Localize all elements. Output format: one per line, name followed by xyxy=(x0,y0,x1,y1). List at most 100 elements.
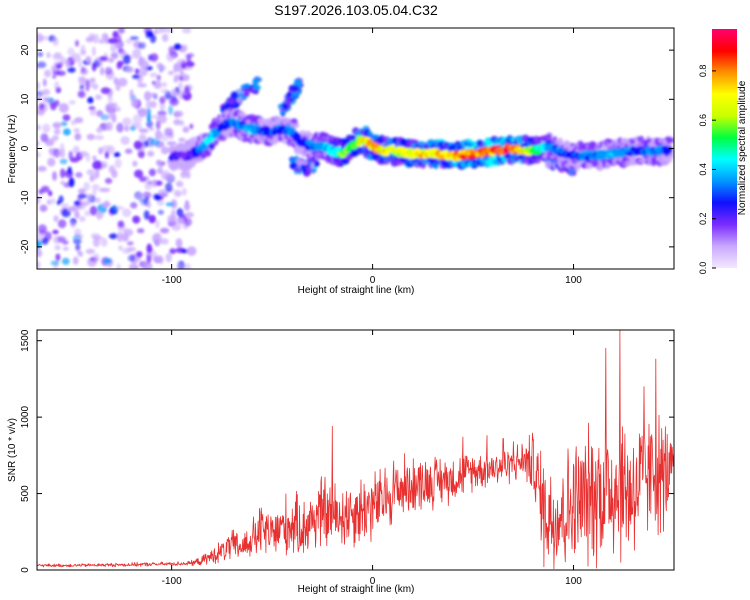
spectrogram-cell xyxy=(37,110,45,115)
x-tick-label: 0 xyxy=(370,576,376,587)
spectrogram-cell xyxy=(657,138,667,144)
spectrogram-cell xyxy=(141,57,146,66)
spectrogram-cell xyxy=(120,136,130,145)
spectrogram-cell xyxy=(108,233,119,239)
spectrogram-cell xyxy=(310,162,315,170)
spectrogram-cell xyxy=(38,102,45,111)
spectrogram-cell xyxy=(98,39,105,44)
spectrogram-cell xyxy=(143,210,150,220)
spectrogram-cell xyxy=(185,170,191,179)
spectrogram-cell xyxy=(184,85,191,95)
spectrogram-cell xyxy=(101,33,109,41)
spectrogram-cell xyxy=(137,83,147,88)
snr-x-axis: -100 0 100 xyxy=(162,330,582,587)
spectrogram-cell xyxy=(104,114,110,120)
spectrogram-cell xyxy=(159,238,169,245)
spectrogram-cell xyxy=(118,28,125,34)
spectrogram-y-axis: -20 -10 0 10 20 xyxy=(20,44,674,254)
spectrogram-cell xyxy=(95,110,104,117)
spectrogram-cell xyxy=(60,180,65,185)
spectrogram-cell xyxy=(99,56,108,62)
spectrogram-cell xyxy=(132,160,138,167)
spectrogram-cell xyxy=(50,198,56,205)
spectrogram-cell xyxy=(176,263,184,269)
spectrogram-cell xyxy=(177,218,185,225)
spectrogram-cell xyxy=(184,212,195,218)
spectrogram-cell xyxy=(73,128,80,133)
spectrogram-cell xyxy=(86,169,95,176)
spectrogram-cell xyxy=(59,158,68,165)
spectrogram-cell xyxy=(188,162,196,168)
spectrogram-cell xyxy=(164,127,174,136)
spectrogram-cell xyxy=(74,117,84,124)
spectrogram-cell xyxy=(91,184,100,191)
spectrogram-cell xyxy=(52,135,59,142)
spectrogram-cell xyxy=(145,100,152,109)
spectrogram-cell xyxy=(254,80,259,87)
spectrogram-cell xyxy=(85,79,91,86)
colorbar-tick-label: 0.8 xyxy=(698,65,708,78)
spectrogram-cell xyxy=(157,110,167,117)
spectrogram-cell xyxy=(136,251,143,258)
spectrogram-cell xyxy=(131,98,139,108)
spectrogram-cell xyxy=(37,249,43,258)
spectrogram-cell xyxy=(53,215,59,223)
x-tick-label: 100 xyxy=(565,576,582,587)
spectrogram-cell xyxy=(165,252,172,263)
spectrogram-cell xyxy=(42,78,47,87)
y-tick-label: 10 xyxy=(20,93,31,105)
spectrogram-cell xyxy=(89,77,96,84)
spectrogram-cell xyxy=(92,238,101,248)
spectrogram-cell xyxy=(164,182,173,193)
spectrogram-cell xyxy=(37,165,47,172)
spectrogram-cell xyxy=(308,132,314,138)
spectrogram-cell xyxy=(93,60,101,68)
spectrogram-cell xyxy=(237,89,242,94)
spectrogram-cell xyxy=(70,119,77,126)
spectrogram-cell xyxy=(167,70,175,75)
spectrogram-cell xyxy=(242,137,250,143)
spectrogram-cell xyxy=(66,206,76,212)
spectrogram-cell xyxy=(52,74,57,79)
spectrogram-cell xyxy=(257,117,265,125)
spectrogram-cell xyxy=(153,80,162,90)
spectrogram-cell xyxy=(62,128,71,136)
y-tick-label: -10 xyxy=(20,190,31,205)
snr-y-axis: 0 500 1000 1500 xyxy=(20,329,674,573)
spectrogram-cell xyxy=(160,146,169,155)
spectrogram-cell xyxy=(157,209,164,215)
spectrogram-cell xyxy=(60,168,66,179)
spectrogram-cell xyxy=(293,167,302,173)
spectrogram-cell xyxy=(96,127,103,133)
spectrogram-cell xyxy=(37,195,41,205)
snr-frame xyxy=(36,329,675,571)
spectrogram-cell xyxy=(109,103,117,109)
spectrogram-cell xyxy=(57,236,66,243)
spectrogram-cell xyxy=(92,33,100,44)
spectrogram-cell xyxy=(81,66,86,73)
spectrogram-cell xyxy=(155,128,162,139)
spectrogram-cell xyxy=(144,91,152,101)
spectrogram-cell xyxy=(85,248,96,255)
spectrogram-cell xyxy=(92,155,97,161)
spectrogram-cell xyxy=(125,66,135,73)
spectrogram-cell xyxy=(44,69,52,78)
colorbar-label: Normalized spectral amplitude xyxy=(737,80,748,215)
spectrogram-cell xyxy=(158,160,163,171)
spectrogram-cell xyxy=(116,62,122,70)
spectrogram-cell xyxy=(129,89,134,99)
spectrogram-cell xyxy=(183,94,191,100)
spectrogram-cell xyxy=(147,247,153,252)
spectrogram-cell xyxy=(98,187,106,193)
x-tick-label: 0 xyxy=(370,275,376,286)
spectrogram-cell xyxy=(47,157,56,167)
spectrogram-cell xyxy=(149,72,158,78)
spectrogram-cell xyxy=(132,215,141,224)
y-tick-label: 0 xyxy=(20,567,31,573)
spectrogram-cell xyxy=(146,254,152,264)
spectrogram-cell xyxy=(147,150,155,157)
spectrogram-cell xyxy=(98,147,103,155)
spectrogram-cell xyxy=(138,107,148,118)
spectrogram-cell xyxy=(74,211,80,219)
spectrogram-cell xyxy=(186,53,195,58)
